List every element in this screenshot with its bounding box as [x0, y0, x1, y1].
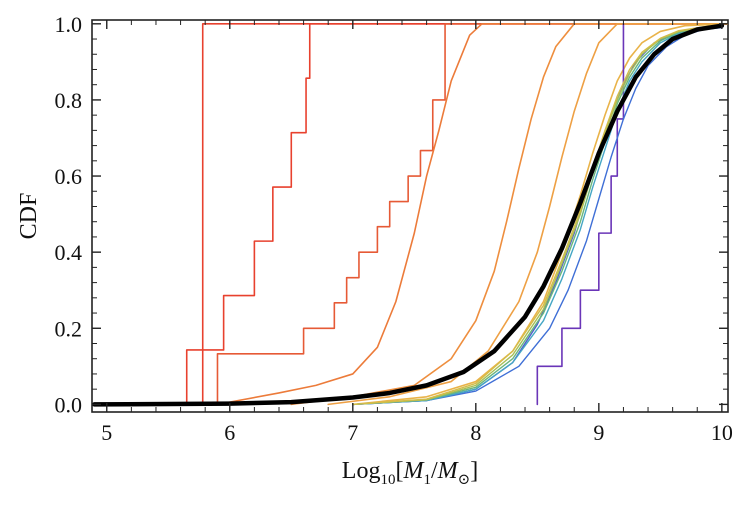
- y-axis-title: CDF: [16, 193, 42, 240]
- series-line-yellow-1: [352, 24, 723, 406]
- series-line-smooth-1: [216, 23, 728, 406]
- plot-frame: [91, 19, 729, 413]
- series-line-blue-1: [352, 26, 723, 406]
- y-tick-labels: 0.0 0.2 0.4 0.6 0.8 1.0: [55, 12, 83, 418]
- x-tick-label: 10: [711, 420, 733, 445]
- x-tick-label: 6: [224, 420, 235, 445]
- series-line-purple-step: [536, 23, 625, 406]
- y-tick-label: 0.6: [55, 164, 83, 189]
- x-tick-label: 7: [347, 420, 358, 445]
- series-line-blue-2: [352, 26, 723, 406]
- series-line-smooth-3: [327, 23, 728, 406]
- y-tick-label: 1.0: [55, 12, 83, 37]
- series-layer: [92, 23, 728, 407]
- series-line-step-b: [201, 23, 728, 406]
- x-tick-labels: 5 6 7 8 9 10: [101, 420, 733, 445]
- x-tick-label: 9: [593, 420, 604, 445]
- tick-layer: [92, 20, 728, 412]
- series-line-green-1: [352, 25, 723, 406]
- series-line-step-c: [216, 23, 728, 406]
- x-tick-label: 5: [101, 420, 112, 445]
- series-line-step-a: [185, 23, 728, 406]
- series-line-smooth-4: [351, 23, 728, 406]
- series-line-yellowgreen-1: [352, 25, 723, 406]
- y-tick-label: 0.8: [55, 88, 83, 113]
- series-line-smooth-2: [290, 23, 728, 406]
- series-line-mean-cdf: [92, 23, 725, 407]
- x-tick-label: 8: [470, 420, 481, 445]
- series-line-cyan-1: [352, 25, 723, 406]
- y-tick-label: 0.0: [55, 392, 83, 417]
- y-tick-label: 0.2: [55, 316, 83, 341]
- x-axis-title: Log10[M1/M⊙]: [342, 458, 478, 488]
- y-tick-label: 0.4: [55, 240, 83, 265]
